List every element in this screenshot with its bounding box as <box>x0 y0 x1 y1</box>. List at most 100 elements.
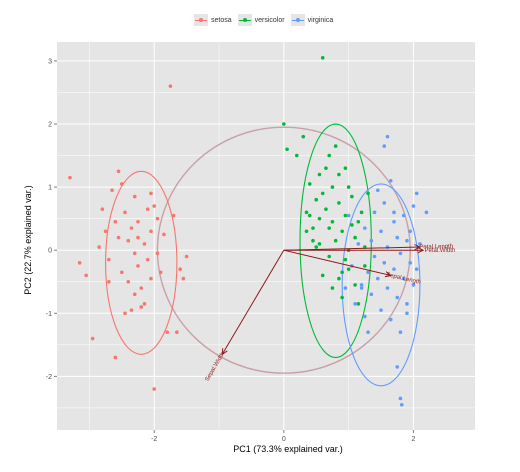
point-virginica <box>395 295 400 300</box>
point-virginica <box>411 283 416 287</box>
point-setosa <box>132 194 137 199</box>
point-setosa <box>168 84 173 88</box>
legend-item-setosa: setosa <box>194 14 232 26</box>
point-setosa <box>129 226 134 230</box>
point-virginica <box>392 267 396 271</box>
legend-label-versicolor: versicolor <box>254 16 285 24</box>
point-versicolor <box>301 134 306 139</box>
point-virginica <box>395 365 400 369</box>
point-setosa <box>116 235 121 240</box>
point-versicolor <box>327 153 331 158</box>
point-setosa <box>155 251 160 256</box>
point-setosa <box>103 229 108 234</box>
point-setosa <box>110 188 114 193</box>
point-versicolor <box>314 245 319 249</box>
point-virginica <box>392 210 396 215</box>
point-setosa <box>120 270 124 275</box>
point-versicolor <box>353 235 357 240</box>
point-virginica <box>405 311 409 316</box>
point-versicolor <box>317 216 322 221</box>
point-setosa <box>97 245 101 249</box>
point-versicolor <box>320 273 325 278</box>
point-virginica <box>395 235 400 240</box>
point-versicolor <box>340 295 344 300</box>
point-virginica <box>375 276 380 281</box>
point-setosa <box>178 267 182 271</box>
point-setosa <box>136 264 140 268</box>
ellipse-setosa <box>105 170 178 355</box>
point-versicolor <box>337 172 341 177</box>
y-axis-label: PC2 (22.7% explained var.) <box>23 185 33 295</box>
point-virginica <box>418 242 422 246</box>
point-versicolor <box>311 238 315 243</box>
arrowhead-sepal-width <box>221 348 228 356</box>
point-versicolor <box>359 210 364 215</box>
point-setosa <box>139 305 144 309</box>
point-virginica <box>385 286 390 290</box>
point-versicolor <box>317 172 322 177</box>
point-virginica <box>379 308 383 312</box>
point-versicolor <box>324 166 328 170</box>
point-virginica <box>388 178 393 183</box>
point-versicolor <box>340 229 344 234</box>
point-virginica <box>424 210 429 215</box>
x-axis-label: PC1 (73.3% explained var.) <box>233 444 343 454</box>
point-versicolor <box>317 242 322 246</box>
point-virginica <box>401 276 406 281</box>
point-versicolor <box>350 194 354 199</box>
point-versicolor <box>340 270 344 275</box>
point-versicolor <box>366 191 370 196</box>
point-virginica <box>356 242 361 246</box>
point-virginica <box>414 191 419 196</box>
point-versicolor <box>307 213 312 218</box>
y-tick-label: -2 <box>46 374 52 381</box>
point-virginica <box>369 238 374 243</box>
point-setosa <box>145 257 150 262</box>
point-versicolor <box>333 238 338 243</box>
point-setosa <box>142 242 147 246</box>
point-setosa <box>113 355 118 360</box>
point-setosa <box>100 207 105 211</box>
point-setosa <box>181 276 186 281</box>
point-versicolor <box>356 220 361 224</box>
legend-key-versicolor <box>237 14 252 26</box>
legend-key-setosa <box>194 14 208 26</box>
x-tick-label: -2 <box>151 436 157 443</box>
point-virginica <box>359 286 364 290</box>
x-tick-label: 2 <box>411 436 415 443</box>
point-virginica <box>401 213 406 218</box>
point-setosa <box>107 279 111 284</box>
point-virginica <box>414 267 419 271</box>
legend-label-setosa: setosa <box>211 16 232 24</box>
point-setosa <box>149 229 153 234</box>
point-virginica <box>382 261 387 265</box>
point-setosa <box>120 182 124 186</box>
point-virginica <box>408 261 412 265</box>
point-setosa <box>84 273 88 278</box>
arrow-label-petal-length: Petal.Length <box>419 244 453 251</box>
point-versicolor <box>314 197 319 202</box>
point-virginica <box>363 314 367 319</box>
point-setosa <box>129 308 134 312</box>
point-virginica <box>372 210 377 215</box>
point-virginica <box>379 229 383 234</box>
point-versicolor <box>337 276 341 281</box>
point-virginica <box>398 330 403 335</box>
point-versicolor <box>353 283 357 287</box>
arrow-label-petal-width: Petal.Width <box>425 248 456 254</box>
point-setosa <box>149 276 153 281</box>
ellipse-virginica <box>341 183 421 387</box>
point-virginica <box>398 251 403 256</box>
point-setosa <box>165 330 169 335</box>
point-virginica <box>366 330 370 335</box>
legend-item-virginica: virginica <box>290 14 333 26</box>
point-virginica <box>382 201 387 205</box>
point-virginica <box>408 229 412 234</box>
point-setosa <box>126 279 131 284</box>
point-virginica <box>405 238 409 243</box>
point-setosa <box>145 207 150 211</box>
point-virginica <box>372 254 377 259</box>
point-versicolor <box>304 229 309 234</box>
point-setosa <box>152 204 157 208</box>
point-versicolor <box>311 226 315 230</box>
